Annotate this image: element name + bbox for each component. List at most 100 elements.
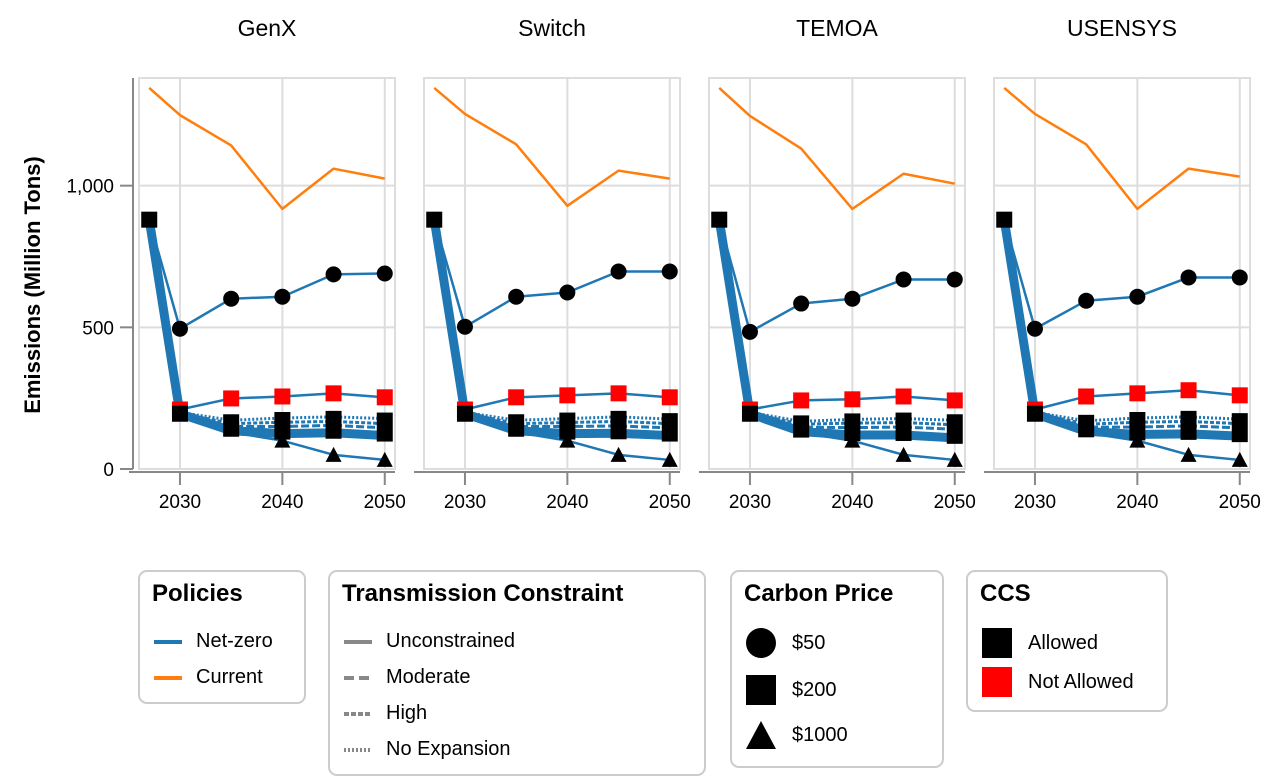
line-swatch-icon — [154, 675, 182, 680]
marker-square — [741, 405, 758, 422]
marker-square — [996, 211, 1013, 228]
marker-square — [793, 392, 810, 409]
panel-temoa: TEMOA 2030 2040 2050 — [699, 15, 976, 513]
marker-square — [1231, 413, 1248, 443]
series-line-net-zero-200-no-expansion — [432, 219, 670, 422]
marker-square — [559, 387, 576, 404]
panel-title: GenX — [238, 15, 297, 41]
marker-square — [844, 413, 861, 441]
series-line-current-policy — [1003, 86, 1240, 211]
legend-item-no-expansion[interactable]: No Expansion — [344, 738, 511, 761]
red-square-icon — [982, 667, 1012, 697]
legend-carbon-price: Carbon Price $50 $200 $1000 — [730, 570, 944, 768]
marker-square — [661, 413, 678, 442]
x-tick-label: 2050 — [364, 492, 406, 513]
legend-label: Allowed — [1028, 631, 1099, 654]
panel-usensys: USENSYS 2030 2040 2050 — [984, 15, 1261, 513]
marker-square — [610, 410, 627, 440]
series-line-net-zero-200-no-expansion — [147, 219, 385, 422]
series-line-net-zero-200-ccs-not-allowed — [1003, 219, 1240, 411]
x-tick-label: 2040 — [261, 492, 303, 513]
legend-label: $1000 — [792, 723, 848, 746]
legend-label: Not Allowed — [1028, 670, 1134, 693]
marker-square — [426, 211, 443, 228]
triangle-icon — [746, 721, 776, 749]
marker-triangle — [610, 446, 627, 462]
marker-triangle — [325, 446, 342, 462]
legend-item-moderate[interactable]: Moderate — [344, 666, 471, 689]
legend-item-unconstrained[interactable]: Unconstrained — [344, 630, 515, 653]
marker-circle — [1180, 269, 1197, 286]
legend-item-200[interactable]: $200 — [746, 675, 837, 705]
short-dash-line-icon — [344, 711, 372, 716]
legend-item-net-zero[interactable]: Net-zero — [154, 630, 273, 653]
marker-circle — [508, 288, 525, 305]
legend-label: Current — [196, 666, 263, 688]
marker-square — [456, 401, 473, 410]
marker-square — [559, 412, 576, 440]
black-square-icon — [982, 628, 1012, 658]
x-tick-label: 2030 — [159, 492, 201, 513]
circle-icon — [746, 628, 776, 658]
legend-item-allowed[interactable]: Allowed — [982, 628, 1098, 658]
marker-circle — [325, 266, 342, 283]
legend-ccs: CCS Allowed Not Allowed — [966, 570, 1168, 712]
legend-item-high[interactable]: High — [344, 702, 427, 725]
line-swatch-icon — [154, 639, 182, 644]
legend-item-50[interactable]: $50 — [746, 628, 825, 658]
x-tick-label: 2040 — [1116, 492, 1158, 513]
marker-triangle — [946, 451, 963, 467]
legend-item-not-allowed[interactable]: Not Allowed — [982, 667, 1134, 697]
marker-circle — [741, 323, 758, 340]
marker-square — [895, 388, 912, 405]
legend-label: Moderate — [386, 666, 471, 688]
series-line-net-zero-200-high — [147, 219, 385, 426]
marker-circle — [223, 290, 240, 307]
panel-genx: GenX 2030 2040 2050 0 500 1,000 — [66, 15, 405, 513]
marker-square — [610, 385, 627, 402]
legend-label: Net-zero — [196, 630, 273, 652]
marker-square — [1026, 405, 1043, 422]
marker-triangle — [376, 451, 393, 467]
marker-circle — [274, 288, 291, 305]
legend-label: High — [386, 702, 428, 724]
marker-square — [508, 389, 525, 406]
emissions-faceted-chart: Emissions (Million Tons) GenX 2030 2040 205… — [20, 15, 1261, 513]
x-tick-label: 2030 — [1014, 492, 1056, 513]
marker-circle — [376, 265, 393, 282]
x-tick-label: 2030 — [729, 492, 771, 513]
legend-title: Carbon Price — [744, 580, 894, 607]
marker-square — [223, 414, 240, 437]
marker-triangle — [559, 432, 576, 448]
series-line-net-zero-50-ccs-allowed — [433, 219, 670, 329]
legend-title: Policies — [152, 580, 243, 607]
marker-triangle — [1231, 451, 1248, 467]
marker-circle — [1129, 288, 1146, 305]
y-tick-label: 1,000 — [66, 177, 114, 198]
marker-circle — [661, 263, 678, 280]
x-tick-label: 2030 — [444, 492, 486, 513]
marker-circle — [1078, 292, 1095, 309]
legend-item-1000[interactable]: $1000 — [746, 721, 848, 749]
x-tick-label: 2040 — [831, 492, 873, 513]
marker-square — [508, 414, 525, 437]
series-line-current-policy — [433, 86, 670, 208]
panel-switch: Switch 2030 2040 2050 — [414, 15, 691, 513]
marker-square — [661, 389, 678, 406]
legend-item-current[interactable]: Current — [154, 666, 263, 689]
marker-circle — [171, 320, 188, 337]
dotted-line-icon — [344, 747, 372, 752]
series-line-net-zero-200-high — [717, 219, 955, 427]
marker-circle — [1231, 269, 1248, 286]
marker-square — [1129, 412, 1146, 441]
marker-square — [1078, 414, 1095, 438]
series-line-net-zero-200-ccs-not-allowed — [148, 219, 385, 411]
marker-square — [895, 412, 912, 441]
series-line-net-zero-200-moderate — [432, 219, 670, 430]
marker-square — [171, 401, 188, 410]
marker-triangle — [895, 446, 912, 462]
marker-circle — [793, 295, 810, 312]
solid-line-icon — [344, 639, 372, 644]
legend-transmission: Transmission Constraint Unconstrained Mo… — [328, 570, 706, 776]
x-tick-label: 2040 — [546, 492, 588, 513]
